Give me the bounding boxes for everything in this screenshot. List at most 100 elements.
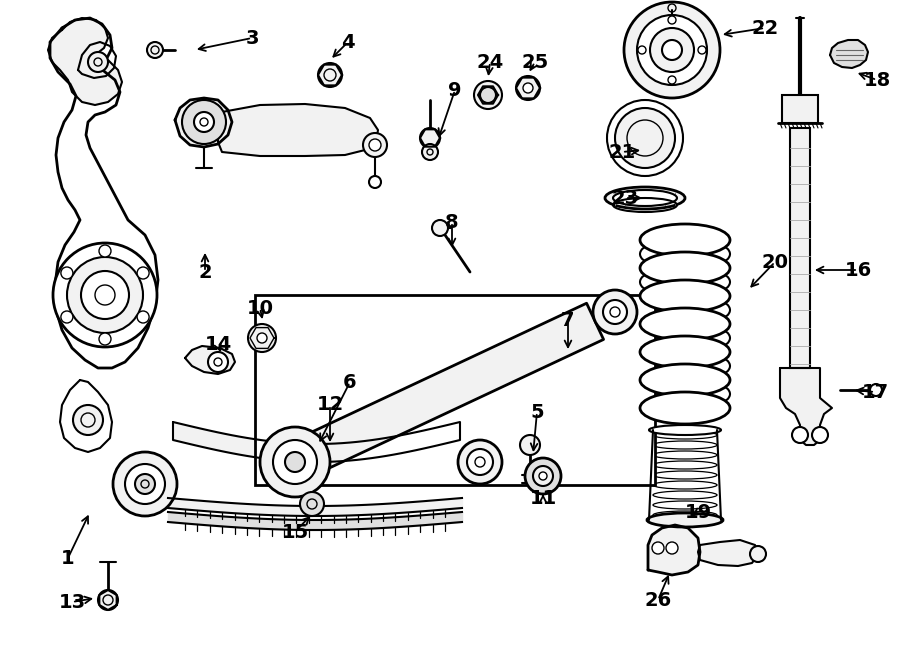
Circle shape	[637, 15, 707, 85]
Circle shape	[615, 108, 675, 168]
Circle shape	[137, 311, 149, 323]
Text: 5: 5	[530, 402, 544, 422]
Circle shape	[147, 42, 163, 58]
Text: 19: 19	[684, 502, 712, 522]
Text: 18: 18	[863, 70, 891, 89]
Circle shape	[363, 133, 387, 157]
Ellipse shape	[640, 336, 730, 368]
Circle shape	[257, 333, 267, 343]
Text: 26: 26	[644, 591, 671, 610]
Circle shape	[480, 87, 496, 103]
Circle shape	[285, 452, 305, 472]
Circle shape	[53, 243, 157, 347]
Ellipse shape	[640, 392, 730, 424]
Ellipse shape	[640, 280, 730, 312]
Polygon shape	[698, 540, 758, 566]
Circle shape	[792, 427, 808, 443]
Circle shape	[533, 466, 553, 486]
Polygon shape	[78, 42, 116, 78]
Text: 10: 10	[247, 299, 274, 318]
Circle shape	[208, 352, 228, 372]
Circle shape	[525, 458, 561, 494]
Ellipse shape	[640, 308, 730, 340]
Polygon shape	[648, 525, 700, 575]
Bar	[255, 295, 655, 485]
Circle shape	[273, 440, 317, 484]
Text: 4: 4	[341, 32, 355, 52]
Polygon shape	[218, 104, 378, 156]
Ellipse shape	[613, 190, 677, 206]
Polygon shape	[185, 346, 235, 374]
Polygon shape	[173, 422, 460, 462]
Polygon shape	[60, 380, 112, 452]
Circle shape	[812, 427, 828, 443]
Circle shape	[135, 474, 155, 494]
Text: 15: 15	[282, 522, 309, 542]
Circle shape	[98, 590, 118, 610]
Circle shape	[248, 324, 276, 352]
Circle shape	[260, 427, 330, 497]
Circle shape	[650, 28, 694, 72]
Ellipse shape	[640, 364, 730, 396]
Circle shape	[432, 220, 448, 236]
Circle shape	[113, 452, 177, 516]
Circle shape	[603, 300, 627, 324]
Polygon shape	[830, 40, 868, 68]
Circle shape	[67, 257, 143, 333]
Ellipse shape	[640, 224, 730, 256]
Circle shape	[88, 52, 108, 72]
Text: 13: 13	[58, 592, 86, 612]
Text: 6: 6	[343, 373, 356, 391]
Polygon shape	[175, 98, 232, 147]
Circle shape	[474, 81, 502, 109]
Circle shape	[467, 449, 493, 475]
Text: 7: 7	[562, 310, 575, 330]
Ellipse shape	[647, 513, 723, 527]
Circle shape	[638, 46, 646, 54]
Text: 2: 2	[198, 263, 212, 281]
Text: 24: 24	[476, 52, 504, 71]
Circle shape	[99, 245, 111, 257]
Circle shape	[624, 2, 720, 98]
Ellipse shape	[640, 252, 730, 284]
Text: 3: 3	[245, 28, 259, 48]
Text: 14: 14	[204, 336, 231, 354]
Circle shape	[750, 546, 766, 562]
Ellipse shape	[649, 425, 721, 435]
Circle shape	[523, 83, 533, 93]
Polygon shape	[48, 18, 122, 105]
Circle shape	[369, 139, 381, 151]
Circle shape	[668, 16, 676, 24]
Circle shape	[61, 311, 73, 323]
Text: 22: 22	[752, 19, 778, 38]
Circle shape	[652, 542, 664, 554]
Circle shape	[369, 176, 381, 188]
Text: 8: 8	[446, 213, 459, 232]
Circle shape	[668, 76, 676, 84]
Circle shape	[422, 144, 438, 160]
Text: 11: 11	[529, 489, 556, 508]
Text: 12: 12	[317, 395, 344, 414]
Ellipse shape	[605, 187, 685, 209]
Text: 25: 25	[521, 52, 549, 71]
Polygon shape	[309, 303, 604, 469]
Text: 1: 1	[61, 549, 75, 567]
Bar	[782, 95, 818, 123]
Text: 20: 20	[761, 252, 788, 271]
Circle shape	[539, 472, 547, 480]
Circle shape	[73, 405, 103, 435]
Circle shape	[420, 128, 440, 148]
Circle shape	[607, 100, 683, 176]
Text: 16: 16	[844, 261, 871, 279]
Circle shape	[666, 542, 678, 554]
Circle shape	[194, 112, 214, 132]
Text: 21: 21	[608, 142, 635, 162]
Circle shape	[662, 40, 682, 60]
Circle shape	[137, 267, 149, 279]
Circle shape	[698, 46, 706, 54]
Circle shape	[458, 440, 502, 484]
Text: 23: 23	[611, 189, 639, 207]
Text: 9: 9	[448, 81, 462, 99]
Circle shape	[182, 100, 226, 144]
Circle shape	[318, 63, 342, 87]
